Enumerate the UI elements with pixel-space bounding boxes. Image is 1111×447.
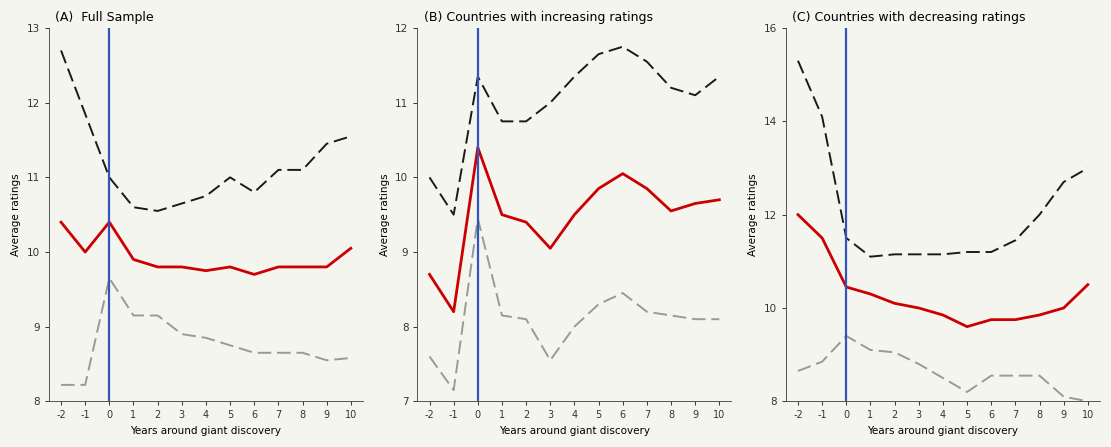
Y-axis label: Average ratings: Average ratings <box>11 173 21 256</box>
X-axis label: Years around giant discovery: Years around giant discovery <box>499 426 650 436</box>
X-axis label: Years around giant discovery: Years around giant discovery <box>130 426 281 436</box>
Y-axis label: Average ratings: Average ratings <box>748 173 758 256</box>
Text: (C) Countries with decreasing ratings: (C) Countries with decreasing ratings <box>792 11 1025 24</box>
X-axis label: Years around giant discovery: Years around giant discovery <box>868 426 1019 436</box>
Y-axis label: Average ratings: Average ratings <box>380 173 390 256</box>
Text: (B) Countries with increasing ratings: (B) Countries with increasing ratings <box>423 11 652 24</box>
Text: (A)  Full Sample: (A) Full Sample <box>56 11 153 24</box>
